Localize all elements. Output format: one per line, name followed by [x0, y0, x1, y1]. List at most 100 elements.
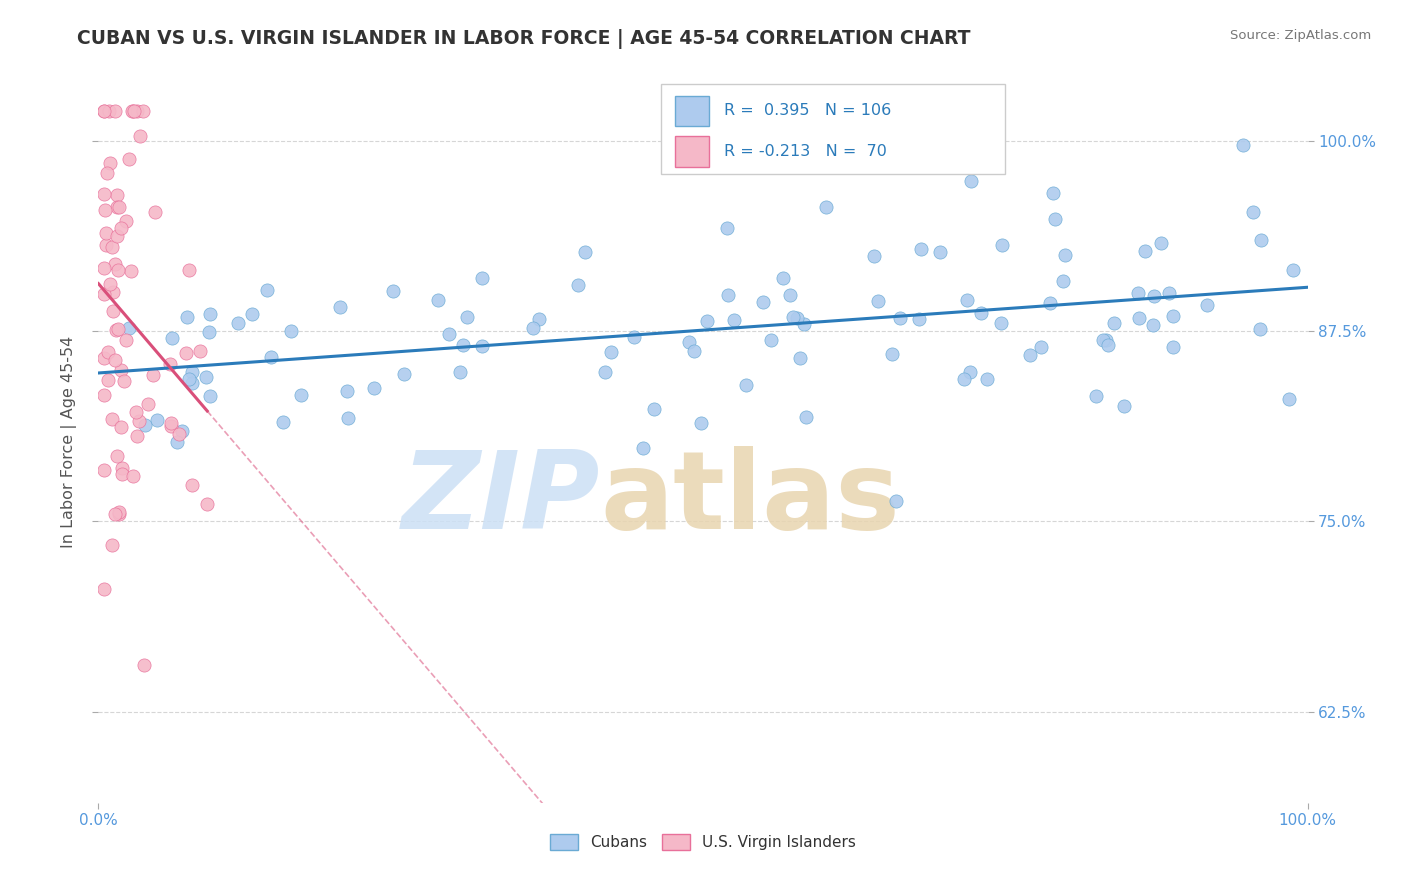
- Point: [908, 312, 931, 326]
- Point: [195, 497, 218, 511]
- Point: [471, 339, 494, 353]
- Point: [134, 418, 156, 433]
- Point: [456, 310, 478, 325]
- Point: [329, 300, 352, 314]
- Point: [127, 103, 149, 118]
- Point: [779, 288, 801, 302]
- Point: [759, 334, 782, 348]
- Point: [93, 103, 115, 118]
- Point: [1128, 286, 1150, 301]
- Point: [105, 229, 128, 244]
- Point: [1097, 337, 1119, 351]
- Point: [108, 507, 131, 521]
- Point: [107, 322, 129, 336]
- Point: [110, 221, 132, 235]
- Point: [181, 477, 204, 491]
- Point: [98, 277, 121, 291]
- Point: [136, 397, 159, 411]
- Point: [159, 357, 181, 371]
- Point: [574, 244, 596, 259]
- Point: [100, 240, 122, 254]
- Point: [959, 365, 981, 379]
- Point: [110, 420, 132, 434]
- Point: [256, 283, 278, 297]
- Point: [93, 103, 115, 118]
- Point: [112, 375, 135, 389]
- Point: [789, 351, 811, 365]
- Point: [110, 363, 132, 377]
- Point: [104, 507, 127, 521]
- Point: [960, 174, 983, 188]
- Point: [1150, 236, 1173, 251]
- Point: [94, 238, 117, 252]
- Point: [125, 429, 148, 443]
- Point: [121, 103, 143, 118]
- Point: [97, 103, 120, 118]
- Point: [956, 293, 979, 307]
- Point: [94, 202, 117, 217]
- Point: [1133, 244, 1156, 258]
- Point: [678, 334, 700, 349]
- Point: [363, 381, 385, 395]
- Point: [174, 345, 197, 359]
- Point: [794, 410, 817, 425]
- Point: [884, 494, 907, 508]
- Point: [880, 346, 903, 360]
- Point: [814, 200, 837, 214]
- Point: [1142, 318, 1164, 333]
- Point: [522, 321, 544, 335]
- Point: [1085, 389, 1108, 403]
- Point: [105, 187, 128, 202]
- Point: [439, 327, 461, 342]
- Point: [118, 153, 141, 167]
- Point: [188, 344, 211, 359]
- Point: [240, 307, 263, 321]
- Point: [866, 293, 889, 308]
- Point: [93, 287, 115, 301]
- Point: [910, 242, 932, 256]
- Point: [567, 277, 589, 292]
- Point: [1241, 204, 1264, 219]
- Point: [160, 416, 183, 430]
- Point: [101, 538, 124, 552]
- Point: [160, 418, 183, 433]
- Point: [1250, 233, 1272, 247]
- Point: [1029, 340, 1052, 354]
- Point: [96, 166, 118, 180]
- Point: [290, 388, 312, 402]
- Point: [260, 350, 283, 364]
- Point: [593, 366, 616, 380]
- Point: [200, 389, 222, 403]
- Point: [96, 226, 118, 240]
- Point: [124, 103, 146, 118]
- Point: [1282, 262, 1305, 277]
- Point: [111, 467, 134, 482]
- Point: [1143, 289, 1166, 303]
- Point: [107, 200, 129, 214]
- Point: [1163, 309, 1185, 323]
- Point: [1039, 295, 1062, 310]
- Text: R = -0.213   N =  70: R = -0.213 N = 70: [724, 145, 886, 159]
- Point: [929, 244, 952, 259]
- Point: [131, 103, 153, 118]
- Point: [786, 311, 808, 326]
- Point: [104, 352, 127, 367]
- Text: R =  0.395   N = 106: R = 0.395 N = 106: [724, 103, 891, 119]
- Point: [970, 306, 993, 320]
- Point: [1232, 138, 1254, 153]
- Point: [734, 378, 756, 392]
- Point: [101, 412, 124, 426]
- Point: [93, 351, 115, 366]
- Point: [180, 376, 202, 390]
- Point: [600, 345, 623, 359]
- Point: [793, 317, 815, 331]
- Point: [1053, 248, 1076, 262]
- Point: [772, 271, 794, 285]
- Point: [1112, 399, 1135, 413]
- Point: [990, 316, 1012, 330]
- Point: [195, 370, 218, 384]
- Point: [179, 371, 201, 385]
- Point: [104, 323, 127, 337]
- Point: [723, 312, 745, 326]
- Point: [696, 314, 718, 328]
